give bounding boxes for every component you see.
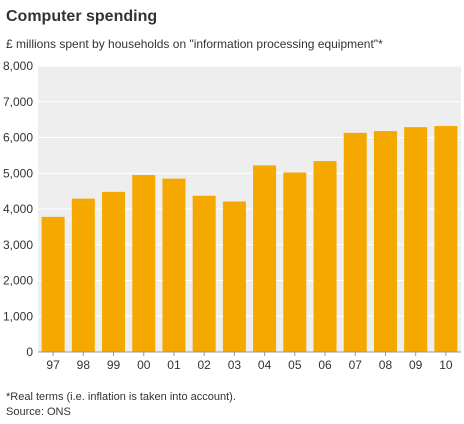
bar: [373, 131, 397, 352]
chart-title: Computer spending: [6, 8, 158, 25]
bar: [253, 165, 277, 352]
bar: [222, 201, 246, 352]
x-tick-label: 99: [107, 358, 121, 372]
bar: [404, 127, 428, 352]
x-tick-label: 03: [228, 358, 242, 372]
x-tick-label: 04: [258, 358, 272, 372]
x-tick-label: 09: [409, 358, 423, 372]
bar: [102, 191, 126, 352]
x-tick-label: 00: [137, 358, 151, 372]
y-tick-label: 6,000: [3, 131, 33, 145]
bar: [162, 178, 186, 352]
bar: [132, 175, 156, 352]
y-tick-label: 0: [26, 345, 33, 359]
x-tick-label: 10: [439, 358, 453, 372]
y-tick-label: 2,000: [3, 274, 33, 288]
y-tick-label: 5,000: [3, 166, 33, 180]
footnote: *Real terms (i.e. inflation is taken int…: [6, 391, 236, 403]
y-tick-label: 1,000: [3, 309, 33, 323]
bar: [343, 132, 367, 352]
x-tick-label: 97: [46, 358, 60, 372]
x-tick-label: 06: [318, 358, 332, 372]
chart-subtitle: £ millions spent by households on "infor…: [6, 37, 383, 51]
y-tick-label: 8,000: [3, 59, 33, 73]
y-tick-label: 7,000: [3, 95, 33, 109]
source-note: Source: ONS: [6, 406, 71, 418]
bar: [313, 161, 337, 352]
x-tick-label: 05: [288, 358, 302, 372]
bar: [192, 195, 216, 352]
bar: [434, 126, 458, 352]
x-tick-label: 02: [197, 358, 211, 372]
y-tick-label: 3,000: [3, 238, 33, 252]
bar: [41, 216, 65, 352]
bar: [71, 198, 95, 352]
y-tick-label: 4,000: [3, 202, 33, 216]
bar: [283, 172, 307, 352]
x-tick-label: 01: [167, 358, 181, 372]
x-tick-label: 07: [349, 358, 363, 372]
x-tick-label: 98: [77, 358, 91, 372]
x-tick-label: 08: [379, 358, 393, 372]
